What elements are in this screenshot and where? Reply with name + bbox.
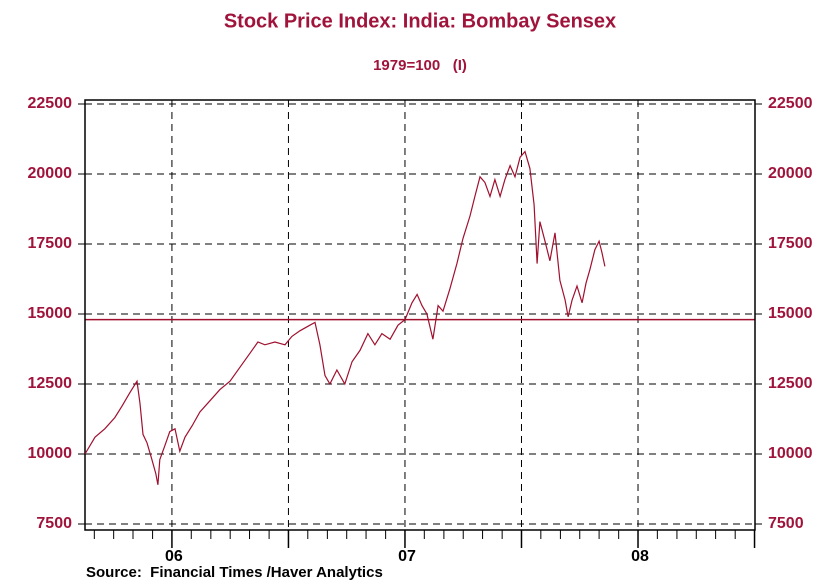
y-tick-label: 15000 [28,305,73,322]
y2-tick-label: 10000 [768,445,813,462]
y2-tick-label: 12500 [768,375,813,392]
y2-tick-label: 15000 [768,305,813,322]
x-tick-label: 08 [631,548,649,565]
y2-tick-label: 22500 [768,95,813,112]
y-tick-label: 22500 [28,95,73,112]
y-tick-label: 10000 [28,445,73,462]
y-tick-label: 12500 [28,375,73,392]
x-tick-label: 06 [165,548,183,565]
y-tick-label: 7500 [36,515,72,532]
y-tick-label: 20000 [28,165,73,182]
x-tick-label: 07 [398,548,416,565]
y2-tick-label: 7500 [768,515,804,532]
plot-frame [84,99,756,531]
y-tick-label: 17500 [28,235,73,252]
chart-title: Stock Price Index: India: Bombay Sensex [224,10,616,32]
y2-tick-label: 17500 [768,235,813,252]
data-line [84,150,606,485]
chart-subtitle: 1979=100 (I) [373,57,467,74]
y2-tick-label: 20000 [768,165,813,182]
source-note: Source: Financial Times /Haver Analytics [86,564,383,581]
